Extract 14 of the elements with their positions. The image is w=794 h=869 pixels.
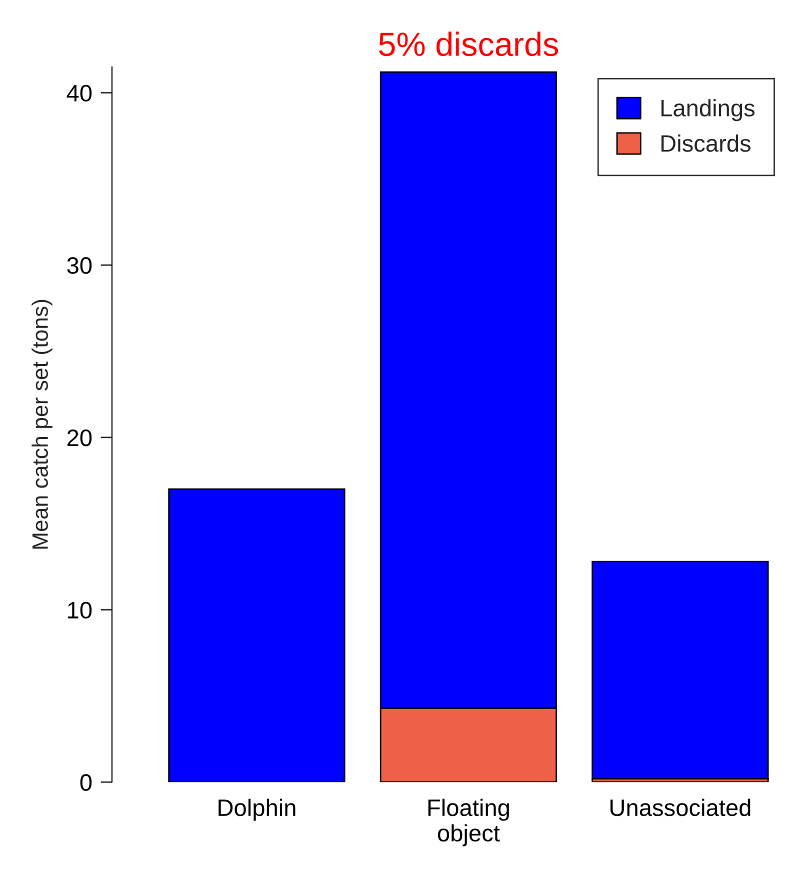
x-tick-label: Floating object bbox=[428, 798, 509, 846]
y-tick-label: 40 bbox=[66, 84, 92, 102]
y-tick-label: 0 bbox=[80, 774, 92, 791]
bar bbox=[592, 560, 769, 780]
chart-title: 5% discards bbox=[379, 32, 558, 56]
y-tick-label: 20 bbox=[67, 430, 92, 446]
legend-label: Discards bbox=[661, 134, 751, 152]
y-tick-label: 10 bbox=[68, 602, 92, 619]
legend-label: Landings bbox=[661, 99, 755, 122]
x-tick-label: Dolphin bbox=[218, 798, 296, 821]
y-axis-title: Mean catch per set (tons) bbox=[32, 300, 52, 549]
y-tick-label: 30 bbox=[67, 257, 92, 274]
bar bbox=[168, 488, 346, 782]
x-tick-label: Unassociated bbox=[610, 798, 750, 816]
